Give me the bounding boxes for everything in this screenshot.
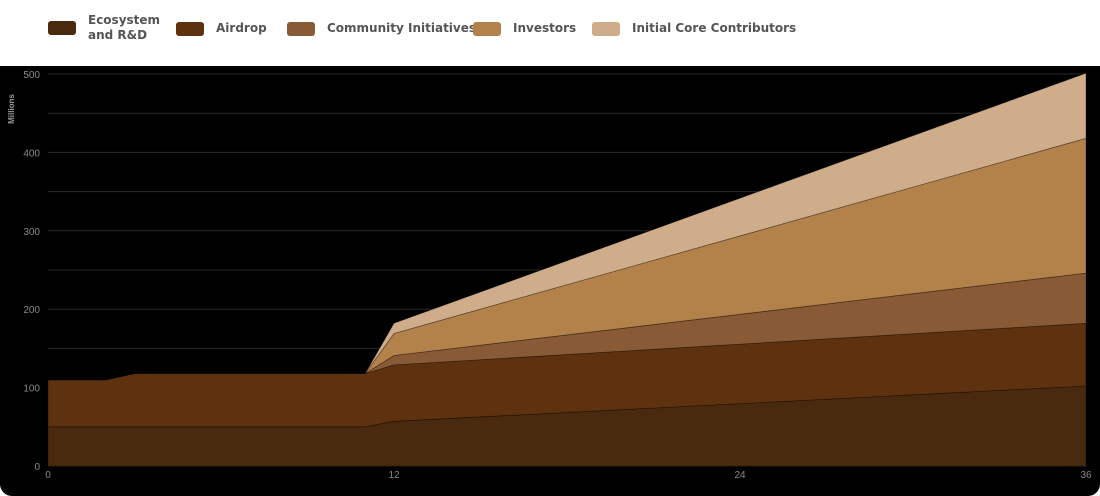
x-axis-ticks: 0 12 24 36 xyxy=(45,470,1092,481)
legend-label-ecosystem: Ecosystem and R&D xyxy=(88,13,161,42)
legend-swatch-investors xyxy=(473,21,501,36)
y-tick-label: 300 xyxy=(23,227,40,238)
area-series-3[interactable] xyxy=(48,137,1087,381)
y-tick-label: 100 xyxy=(23,384,40,395)
y-tick-label: 400 xyxy=(23,148,40,159)
area-series-1[interactable] xyxy=(47,322,1087,428)
x-tick-label: 24 xyxy=(734,470,746,481)
y-axis-label: Millions xyxy=(7,94,16,124)
legend-item-community-initiatives[interactable]: Community Initiatives xyxy=(287,21,476,36)
legend-item-investors[interactable]: Investors xyxy=(473,21,576,36)
x-tick-label: 12 xyxy=(388,470,400,481)
area-series-2[interactable] xyxy=(48,272,1087,381)
legend-label-community-initiatives: Community Initiatives xyxy=(327,21,477,35)
legend-swatch-airdrop xyxy=(176,21,204,36)
x-tick-label: 0 xyxy=(45,470,51,481)
legend-swatch-community-initiatives xyxy=(287,21,315,36)
legend-item-ecosystem[interactable]: Ecosystem and R&D xyxy=(48,13,160,43)
area-series xyxy=(47,72,1087,467)
legend-swatch-initial-core-contributors xyxy=(592,21,620,36)
legend-label-initial-core-contributors: Initial Core Contributors xyxy=(632,21,797,35)
y-axis-ticks: 0 100 200 300 400 500 xyxy=(23,70,40,473)
legend-swatch-ecosystem xyxy=(48,21,76,35)
chart-legend: Ecosystem and R&D Airdrop Community Init… xyxy=(0,0,1100,66)
stacked-area-chart: 0 100 200 300 400 500 0 12 24 36 Millions xyxy=(7,70,1092,481)
x-tick-label: 36 xyxy=(1080,470,1092,481)
y-tick-label: 500 xyxy=(23,70,40,81)
legend-item-airdrop[interactable]: Airdrop xyxy=(176,21,267,36)
area-series-4[interactable] xyxy=(48,72,1087,381)
legend-label-investors: Investors xyxy=(513,21,577,35)
y-tick-label: 0 xyxy=(34,462,40,473)
legend-label-airdrop: Airdrop xyxy=(216,21,267,35)
y-tick-label: 200 xyxy=(23,305,40,316)
legend-item-initial-core-contributors[interactable]: Initial Core Contributors xyxy=(592,21,796,36)
